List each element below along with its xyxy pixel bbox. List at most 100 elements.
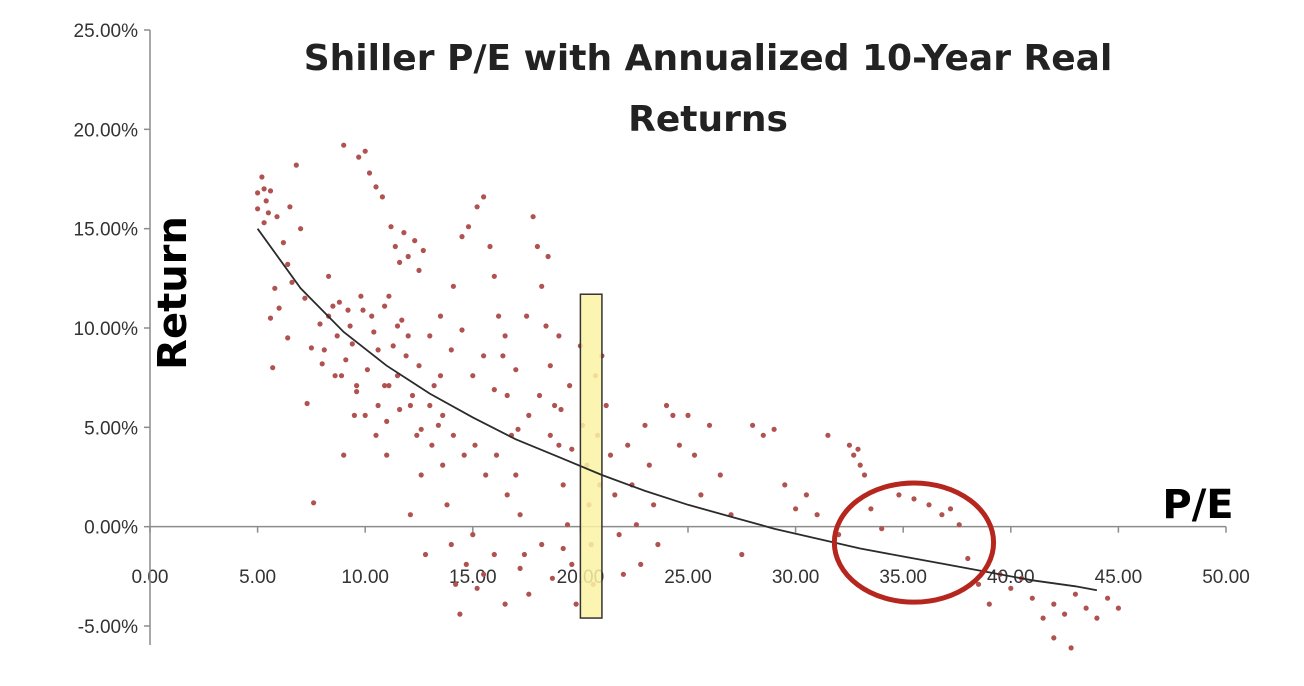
data-point (493, 452, 500, 458)
data-point (539, 541, 545, 548)
data-point (782, 482, 788, 488)
data-point (573, 601, 579, 607)
data-point (517, 565, 523, 572)
data-point (341, 452, 347, 458)
data-point (267, 315, 274, 321)
data-point (556, 442, 562, 448)
highlight-band (579, 293, 603, 619)
data-point (625, 442, 631, 448)
data-point (926, 502, 932, 508)
data-point (986, 601, 992, 607)
data-point (338, 373, 345, 379)
data-point (319, 361, 325, 367)
y-tick-label: 25.00% (74, 21, 139, 42)
x-axis-title: P/E (1162, 482, 1233, 528)
x-tick-label: 10.00 (341, 567, 389, 588)
data-point (412, 238, 418, 244)
data-point (332, 373, 338, 379)
y-tick-label: 15.00% (74, 220, 139, 241)
data-point (369, 313, 375, 319)
data-point (851, 452, 857, 458)
data-point (440, 412, 446, 418)
data-point (633, 522, 640, 528)
data-point (524, 313, 530, 319)
data-point (285, 335, 291, 341)
data-point (698, 492, 704, 498)
data-point (472, 442, 478, 448)
data-point (1040, 615, 1046, 621)
x-tick-label: 30.00 (772, 567, 820, 588)
y-tick-label: 20.00% (74, 120, 139, 141)
data-point (403, 353, 409, 359)
x-tick-label: 5.00 (239, 567, 276, 588)
data-point (1105, 595, 1111, 601)
data-point (461, 452, 467, 458)
data-point (513, 367, 519, 373)
data-point (975, 581, 982, 587)
data-point (1115, 605, 1121, 611)
data-point (405, 253, 411, 260)
data-point (1062, 611, 1068, 617)
data-point (394, 323, 401, 329)
data-point (526, 412, 532, 418)
data-point (814, 512, 820, 518)
data-point (1029, 595, 1035, 601)
data-point (846, 442, 853, 448)
data-point (386, 293, 392, 299)
data-point (416, 267, 422, 273)
data-point (384, 418, 390, 424)
data-point (496, 313, 502, 319)
data-point (255, 190, 261, 196)
data-point (1094, 615, 1100, 621)
data-point (437, 313, 444, 319)
data-point (750, 422, 756, 428)
data-point (287, 204, 293, 210)
data-point (481, 194, 487, 200)
data-point (401, 230, 407, 236)
data-point (334, 333, 340, 339)
data-point (543, 323, 549, 329)
data-point (567, 383, 573, 389)
data-point (1051, 635, 1057, 641)
data-point (392, 243, 398, 250)
data-point (366, 170, 373, 176)
data-point (760, 432, 766, 438)
data-point (347, 323, 353, 329)
y-axis-title: Return (150, 216, 196, 370)
data-point (317, 321, 323, 327)
data-point (1008, 585, 1014, 591)
data-point (534, 243, 541, 250)
data-point (855, 446, 861, 452)
highlight-circle (831, 480, 997, 605)
data-point (457, 611, 463, 617)
data-point (397, 259, 403, 265)
data-point (326, 273, 332, 279)
data-point (388, 224, 394, 230)
data-point (343, 357, 349, 363)
data-point (360, 307, 366, 313)
data-point (341, 142, 347, 148)
y-tick-label: 5.00% (84, 418, 138, 439)
data-point (642, 422, 648, 428)
data-point (354, 383, 360, 389)
data-point (879, 526, 885, 532)
data-point (569, 446, 575, 452)
data-point (429, 442, 435, 448)
data-point (311, 500, 317, 506)
y-tick-label: 10.00% (74, 319, 139, 340)
data-point (259, 174, 265, 180)
data-point (620, 571, 627, 577)
data-point (255, 206, 261, 212)
data-point (487, 243, 493, 250)
data-point (364, 367, 370, 373)
data-point (345, 307, 351, 313)
data-point (655, 541, 661, 548)
data-point (504, 392, 510, 399)
data-point (911, 496, 917, 502)
data-point (616, 532, 622, 538)
data-points (255, 142, 1121, 651)
y-tick-label: -5.00% (78, 617, 138, 638)
data-point (435, 422, 441, 428)
data-point (569, 561, 575, 568)
data-point (517, 512, 523, 518)
